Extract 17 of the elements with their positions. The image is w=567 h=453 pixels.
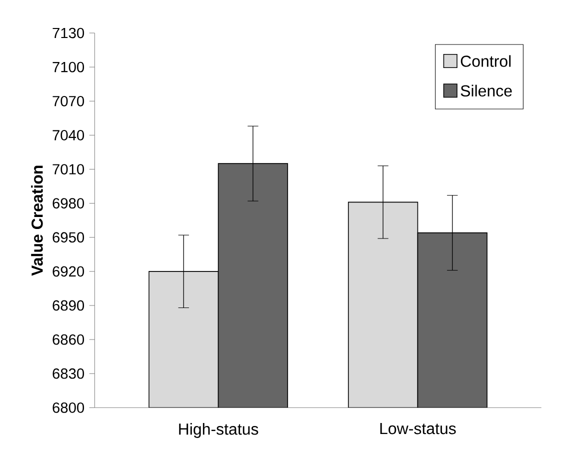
legend-label: Silence	[460, 84, 512, 97]
y-tick-label: 7010	[52, 164, 84, 174]
x-tick-label: High-status	[179, 423, 258, 438]
y-tick-label: 6800	[52, 402, 84, 413]
legend-label: Control	[460, 55, 511, 67]
y-tick-label: 7130	[52, 28, 84, 38]
y-tick-label: 6980	[52, 198, 84, 208]
y-tick-label: 6830	[52, 368, 84, 379]
y-tick-label: 6920	[52, 266, 84, 277]
y-tick-label: 7070	[52, 96, 84, 106]
x-tick-label: Low-status	[380, 423, 456, 434]
y-tick-label: 7100	[52, 62, 84, 72]
y-tick-label: 7040	[52, 130, 84, 140]
y-tick-label: 6950	[52, 232, 84, 243]
y-axis-title: Value Creation	[31, 166, 43, 276]
y-tick-label: 6890	[52, 300, 84, 311]
y-tick-label: 6860	[52, 334, 84, 345]
